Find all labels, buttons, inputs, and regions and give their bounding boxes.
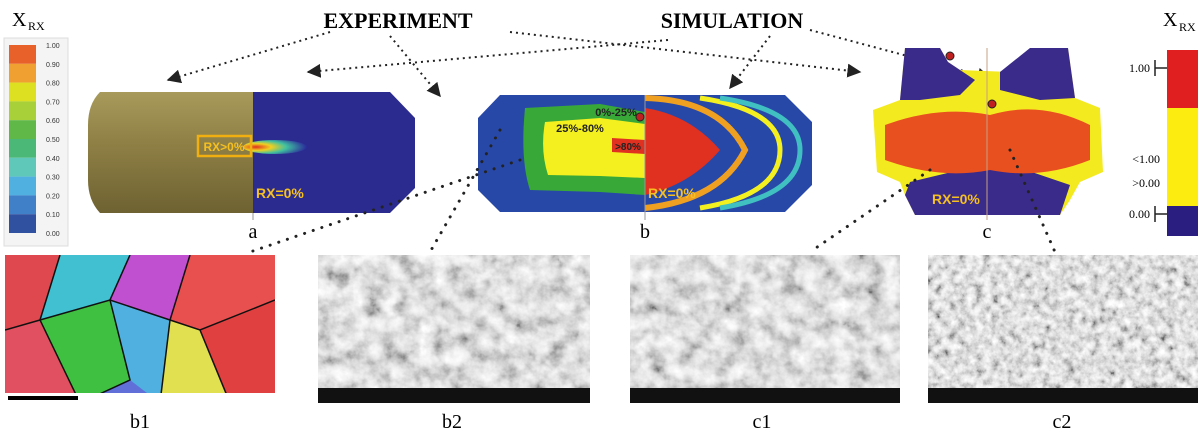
legend-tick: 0.60 [46,118,60,125]
legend-tick: <1.00 [1132,152,1160,166]
zone-label: 0%-25% [595,107,637,119]
micrograph-b2 [318,255,590,403]
legend-tick: 0.40 [46,156,60,163]
legend-tick: 0.90 [46,62,60,69]
color-band [9,45,36,64]
experiment-label: RX>0% [203,140,244,154]
legend-tick: 0.00 [46,231,60,238]
legend-subscript: RX [28,19,45,33]
panel-b: 0%-25% 25%-80% >80% RX=0% b [478,95,812,243]
legend-tick: 1.00 [1129,61,1150,75]
legend-tick: 0.50 [46,137,60,144]
legend-tick: 0.10 [46,212,60,219]
simulation-label: RX=0% [932,191,980,207]
simulation-label: RX=0% [256,185,304,201]
heading-experiment: EXPERIMENT [323,8,472,33]
color-band [9,214,36,233]
legend-tick: 0.20 [46,193,60,200]
legend-tick: 0.30 [46,175,60,182]
zone-label: >80% [615,142,641,153]
color-band [9,195,36,215]
connectors [248,128,1057,254]
color-band [9,82,36,102]
right-legend: X RX 1.00 <1.00 >0.00 0.00 [1129,9,1198,236]
legend-tick: 0.00 [1129,207,1150,221]
panel-c: RX=0% c [873,48,1103,243]
color-band [9,139,36,158]
panel-label: c [983,221,992,243]
panel-label: b [640,221,650,243]
arrows [166,29,992,98]
legend-tick: 0.70 [46,99,60,106]
micrograph-b1 [5,255,275,403]
zone-label: 25%-80% [556,123,604,135]
legend-tick: 0.80 [46,81,60,88]
legend-tick: 1.00 [46,43,60,50]
left-legend: X RX 1.00 0.90 0.80 0.70 0.60 0.50 0.40 0.30 0.2… [3,9,69,247]
color-band [9,157,36,177]
color-band [9,63,36,83]
simulation-label: RX=0% [648,185,696,201]
color-band [9,176,36,196]
micrograph-c2 [928,255,1198,403]
micrograph-label: c1 [753,411,772,433]
micrograph-c1 [630,255,900,403]
panel-a: RX>0% RX=0% a [88,92,415,243]
legend-title: X [1163,9,1178,31]
micrograph-label: b1 [130,411,150,433]
legend-tick: >0.00 [1132,176,1160,190]
color-band [9,101,36,121]
legend-subscript: RX [1179,20,1196,34]
micrograph-label: b2 [442,411,462,433]
legend-title: X [12,9,27,31]
heading-simulation: SIMULATION [661,8,804,33]
micrograph-label: c2 [1053,411,1072,433]
color-band [9,120,36,139]
panel-label: a [249,221,258,243]
